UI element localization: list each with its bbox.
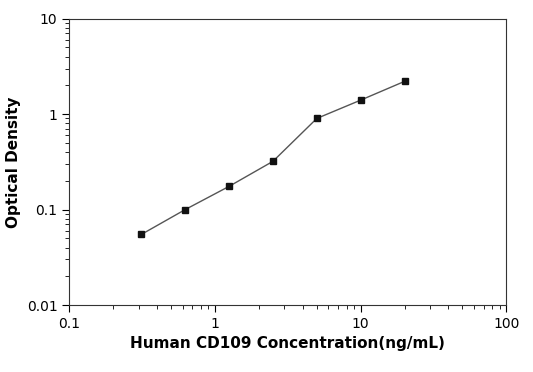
X-axis label: Human CD109 Concentration(ng/mL): Human CD109 Concentration(ng/mL) — [131, 336, 445, 352]
Y-axis label: Optical Density: Optical Density — [6, 96, 21, 228]
